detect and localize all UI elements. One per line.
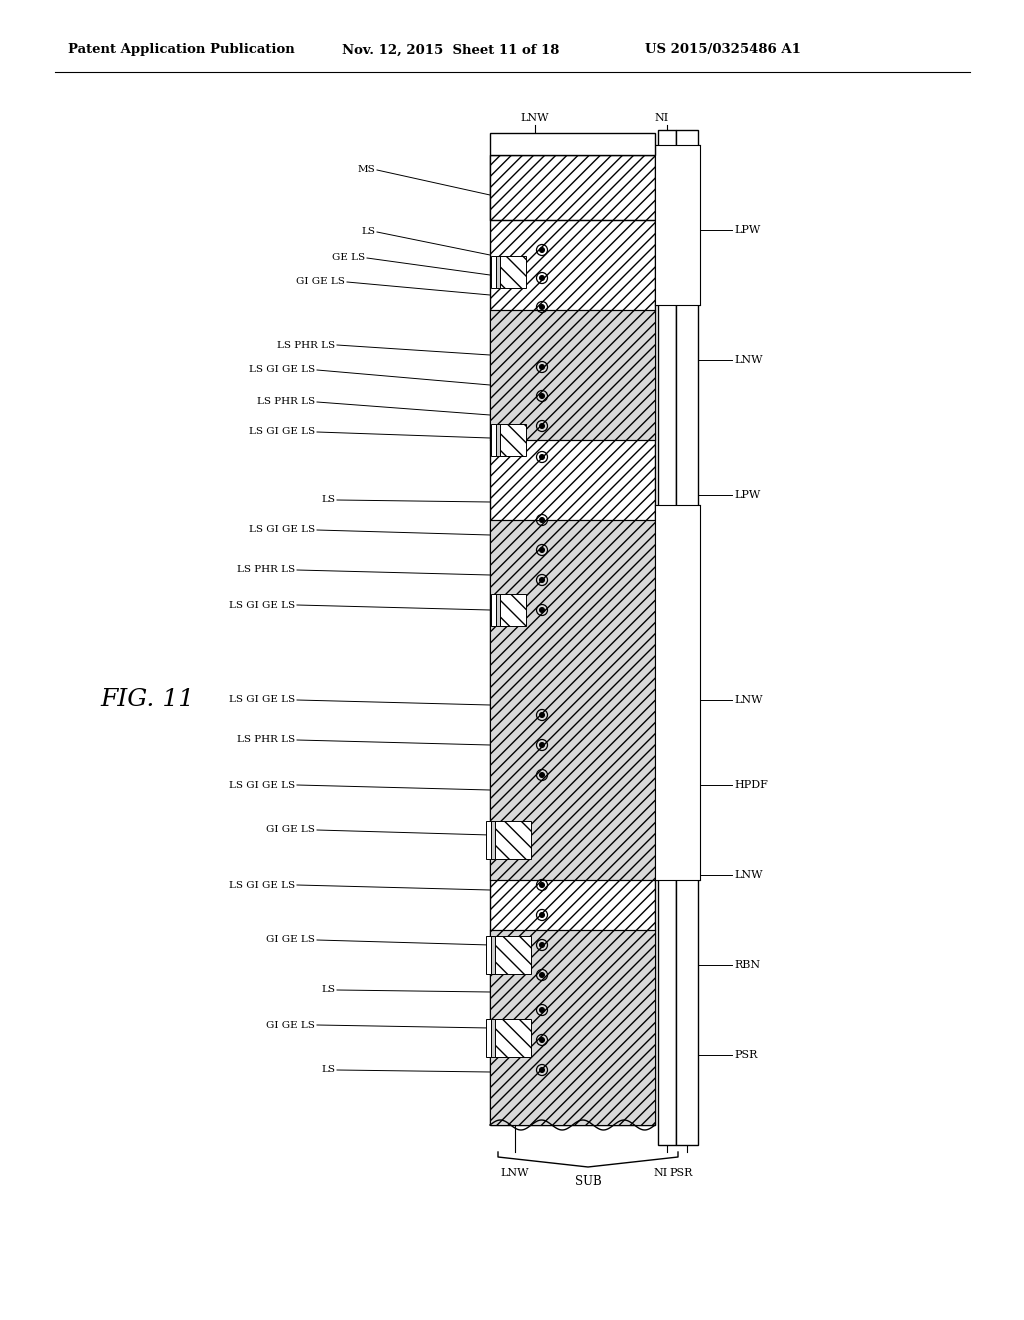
Text: SUB: SUB	[574, 1175, 601, 1188]
Text: US 2015/0325486 A1: US 2015/0325486 A1	[645, 44, 801, 57]
Circle shape	[540, 276, 545, 280]
Text: LS GI GE LS: LS GI GE LS	[249, 428, 315, 437]
Text: MS: MS	[357, 165, 375, 174]
Circle shape	[540, 1068, 545, 1072]
Text: GI GE LS: GI GE LS	[266, 936, 315, 945]
Bar	[658, 129, 676, 1144]
Bar	[490, 133, 655, 154]
Text: LS PHR LS: LS PHR LS	[257, 397, 315, 407]
Text: LNW: LNW	[501, 1168, 529, 1177]
Bar	[490, 520, 655, 880]
Text: GI GE LS: GI GE LS	[266, 1020, 315, 1030]
Circle shape	[540, 578, 545, 582]
Text: FIG. 11: FIG. 11	[100, 689, 195, 711]
Text: LS GI GE LS: LS GI GE LS	[229, 696, 295, 705]
Circle shape	[540, 517, 545, 523]
Bar	[500, 594, 526, 626]
Text: LPW: LPW	[734, 490, 760, 500]
Circle shape	[540, 607, 545, 612]
Bar	[490, 256, 496, 288]
Text: LS PHR LS: LS PHR LS	[237, 565, 295, 574]
Text: LS PHR LS: LS PHR LS	[276, 341, 335, 350]
Text: LS: LS	[321, 495, 335, 504]
Circle shape	[540, 1007, 545, 1012]
Circle shape	[540, 942, 545, 948]
Bar	[676, 129, 698, 1144]
Text: GE LS: GE LS	[332, 253, 365, 263]
Bar	[496, 594, 500, 626]
Text: LNW: LNW	[734, 870, 763, 880]
Text: PSR: PSR	[734, 1049, 758, 1060]
Text: LS PHR LS: LS PHR LS	[237, 735, 295, 744]
Text: LNW: LNW	[734, 355, 763, 366]
Text: NI: NI	[655, 114, 669, 123]
Circle shape	[540, 454, 545, 459]
Text: GI GE LS: GI GE LS	[266, 825, 315, 834]
Text: LS GI GE LS: LS GI GE LS	[229, 780, 295, 789]
Bar	[500, 424, 526, 455]
Text: LPW: LPW	[734, 224, 760, 235]
Bar	[490, 936, 495, 974]
Bar	[495, 821, 531, 859]
Text: LS: LS	[321, 986, 335, 994]
Circle shape	[540, 883, 545, 887]
Text: NI: NI	[654, 1168, 668, 1177]
Circle shape	[540, 772, 545, 777]
Text: LS: LS	[361, 227, 375, 236]
Bar	[500, 256, 526, 288]
Circle shape	[540, 424, 545, 428]
Text: LNW: LNW	[521, 114, 549, 123]
Circle shape	[540, 743, 545, 747]
Circle shape	[540, 248, 545, 252]
Circle shape	[540, 912, 545, 917]
Circle shape	[540, 364, 545, 370]
Bar	[655, 506, 700, 880]
Circle shape	[540, 1038, 545, 1043]
Text: HPDF: HPDF	[734, 780, 768, 789]
Bar	[496, 256, 500, 288]
Bar	[655, 145, 700, 305]
Text: GI GE LS: GI GE LS	[296, 277, 345, 286]
Bar	[490, 931, 655, 1125]
Text: LS: LS	[321, 1065, 335, 1074]
Circle shape	[540, 393, 545, 399]
Text: Patent Application Publication: Patent Application Publication	[68, 44, 295, 57]
Bar	[495, 1019, 531, 1057]
Bar	[486, 936, 490, 974]
Bar	[490, 154, 655, 1125]
Bar	[490, 310, 655, 440]
Bar	[490, 154, 655, 220]
Circle shape	[540, 548, 545, 552]
Circle shape	[540, 973, 545, 977]
Circle shape	[540, 713, 545, 717]
Text: PSR: PSR	[670, 1168, 692, 1177]
Text: LS GI GE LS: LS GI GE LS	[249, 525, 315, 535]
Text: LS GI GE LS: LS GI GE LS	[229, 601, 295, 610]
Text: Nov. 12, 2015  Sheet 11 of 18: Nov. 12, 2015 Sheet 11 of 18	[342, 44, 559, 57]
Bar	[486, 1019, 490, 1057]
Bar	[496, 424, 500, 455]
Text: RBN: RBN	[734, 960, 760, 970]
Circle shape	[540, 305, 545, 309]
Bar	[495, 936, 531, 974]
Bar	[490, 1019, 495, 1057]
Text: LNW: LNW	[734, 696, 763, 705]
Bar	[490, 594, 496, 626]
Bar	[486, 821, 490, 859]
Text: LS GI GE LS: LS GI GE LS	[249, 366, 315, 375]
Bar	[490, 424, 496, 455]
Bar	[490, 821, 495, 859]
Text: LS GI GE LS: LS GI GE LS	[229, 880, 295, 890]
